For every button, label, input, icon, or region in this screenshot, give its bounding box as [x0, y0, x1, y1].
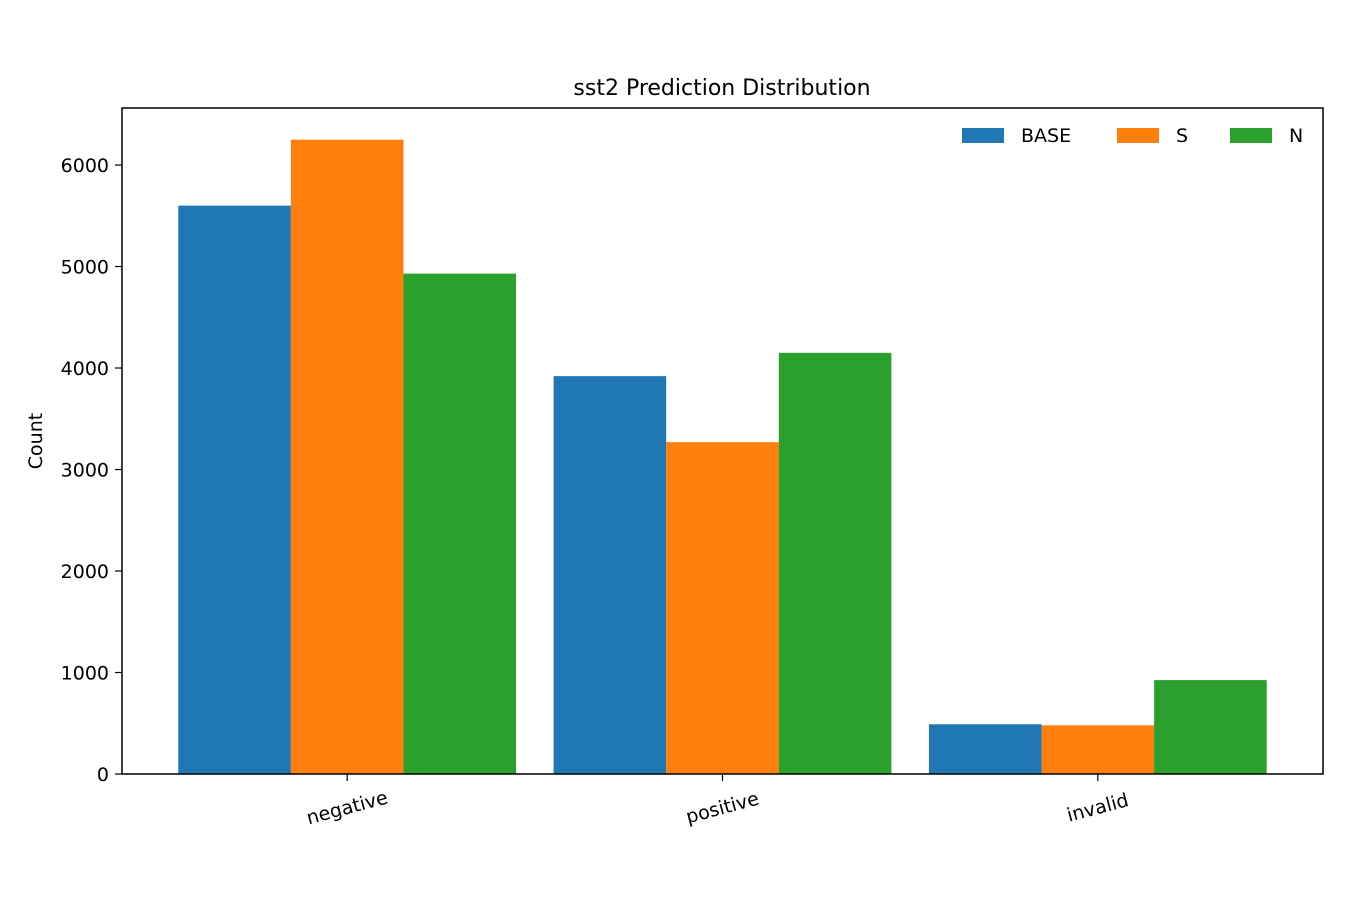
- bar-n-positive: [778, 352, 892, 774]
- bars-group: [178, 139, 1267, 774]
- bar-s-invalid: [1041, 725, 1155, 774]
- x-axis: negative positive invalid: [304, 774, 1131, 829]
- bar-n-invalid: [1154, 680, 1267, 774]
- bar-n-negative: [403, 273, 517, 774]
- y-tick-label: 4000: [61, 358, 109, 380]
- y-tick-label: 3000: [61, 460, 109, 482]
- plot-frame: [121, 107, 1324, 775]
- legend-label-base: BASE: [1021, 125, 1071, 147]
- y-tick-label: 0: [97, 764, 109, 786]
- bar-base-positive: [553, 376, 667, 774]
- legend: BASE S N: [962, 125, 1303, 147]
- y-axis: 0 1000 2000 3000 4000 5000 6000: [61, 155, 122, 786]
- legend-swatch-n: [1230, 128, 1272, 143]
- chart-title: sst2 Prediction Distribution: [573, 76, 870, 101]
- y-tick-label: 5000: [61, 257, 109, 279]
- x-tick-label: positive: [684, 788, 762, 829]
- bar-base-invalid: [928, 724, 1042, 774]
- y-tick-label: 2000: [61, 561, 109, 583]
- legend-swatch-s: [1117, 128, 1159, 143]
- bar-s-negative: [290, 139, 404, 774]
- bar-s-positive: [666, 442, 779, 774]
- x-tick-label: invalid: [1065, 789, 1131, 827]
- legend-label-n: N: [1289, 125, 1303, 147]
- legend-swatch-base: [962, 128, 1004, 143]
- y-axis-label: Count: [25, 413, 47, 469]
- y-tick-label: 6000: [61, 155, 109, 177]
- legend-label-s: S: [1176, 125, 1188, 147]
- y-tick-label: 1000: [61, 663, 109, 685]
- bar-base-negative: [178, 205, 291, 774]
- x-tick-label: negative: [304, 787, 390, 830]
